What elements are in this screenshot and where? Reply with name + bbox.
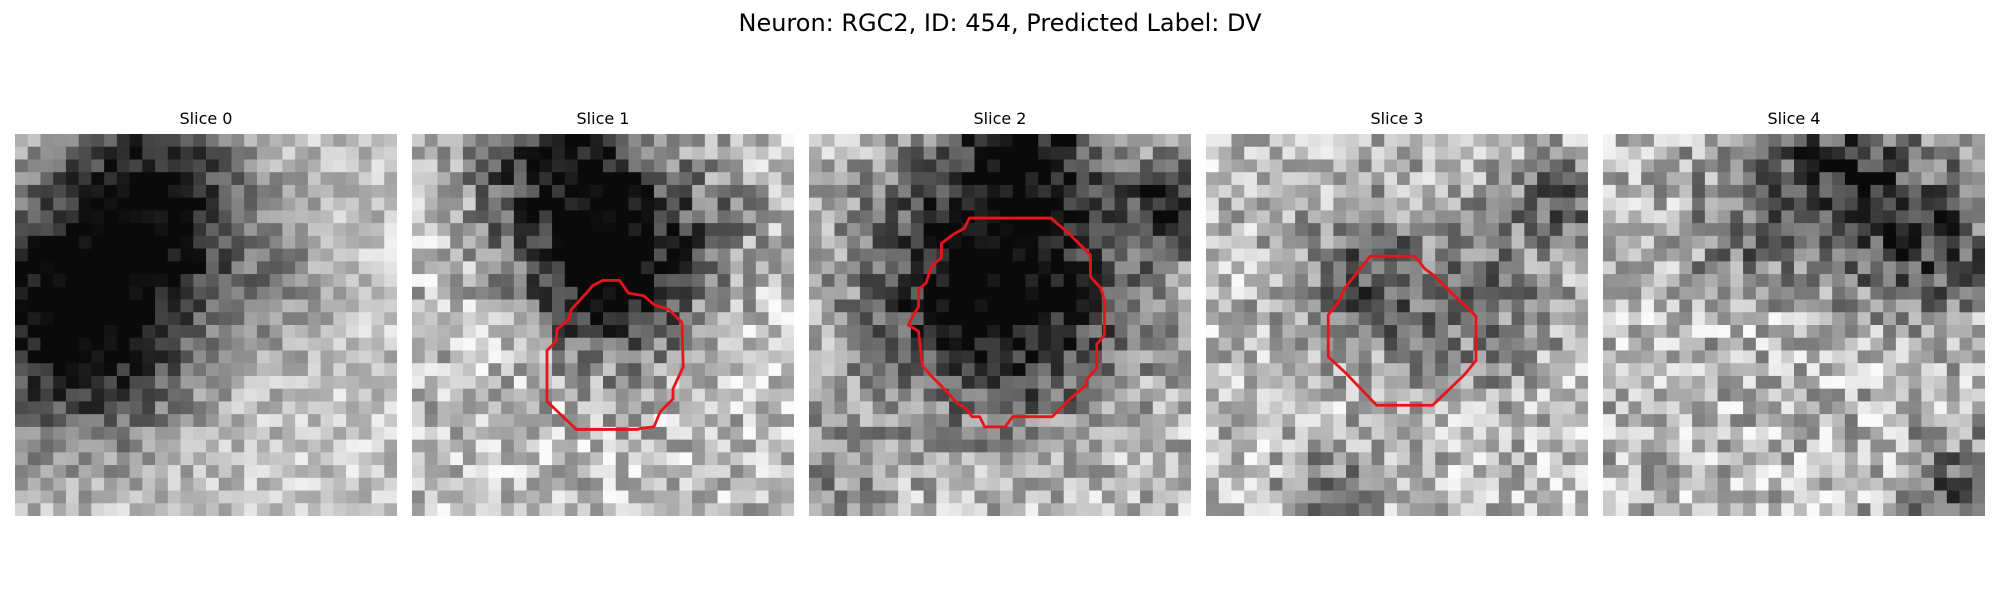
slice-panels: Slice 0 Slice 1 Slice 2 Slice 3 Slice 4 [15,108,1985,518]
slice-title-3: Slice 3 [1370,109,1424,128]
slice-image-4 [1603,134,1985,516]
slice-image-0 [15,134,397,516]
figure-title: Neuron: RGC2, ID: 454, Predicted Label: … [738,9,1262,37]
slice-title-4: Slice 4 [1767,109,1821,128]
slice-title-0: Slice 0 [179,109,233,128]
roi-contour-2 [906,216,1106,429]
slice-image-2 [809,134,1191,516]
slice-title-2: Slice 2 [973,109,1027,128]
roi-contour-3 [1326,254,1478,407]
slice-image-3 [1206,134,1588,516]
slice-image-1 [412,134,794,516]
slice-title-1: Slice 1 [576,109,630,128]
roi-contour-1 [545,279,685,431]
